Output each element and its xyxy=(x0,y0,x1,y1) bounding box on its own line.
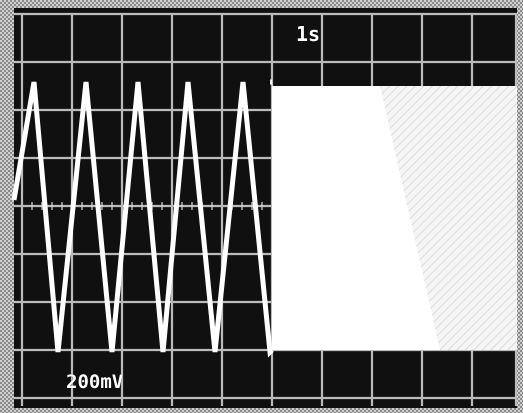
bright-region-hatch xyxy=(380,86,517,350)
volts-per-div-readout: 200mV xyxy=(66,371,124,393)
waveform-trace xyxy=(11,81,274,358)
timebase-readout: 1s xyxy=(296,22,321,46)
